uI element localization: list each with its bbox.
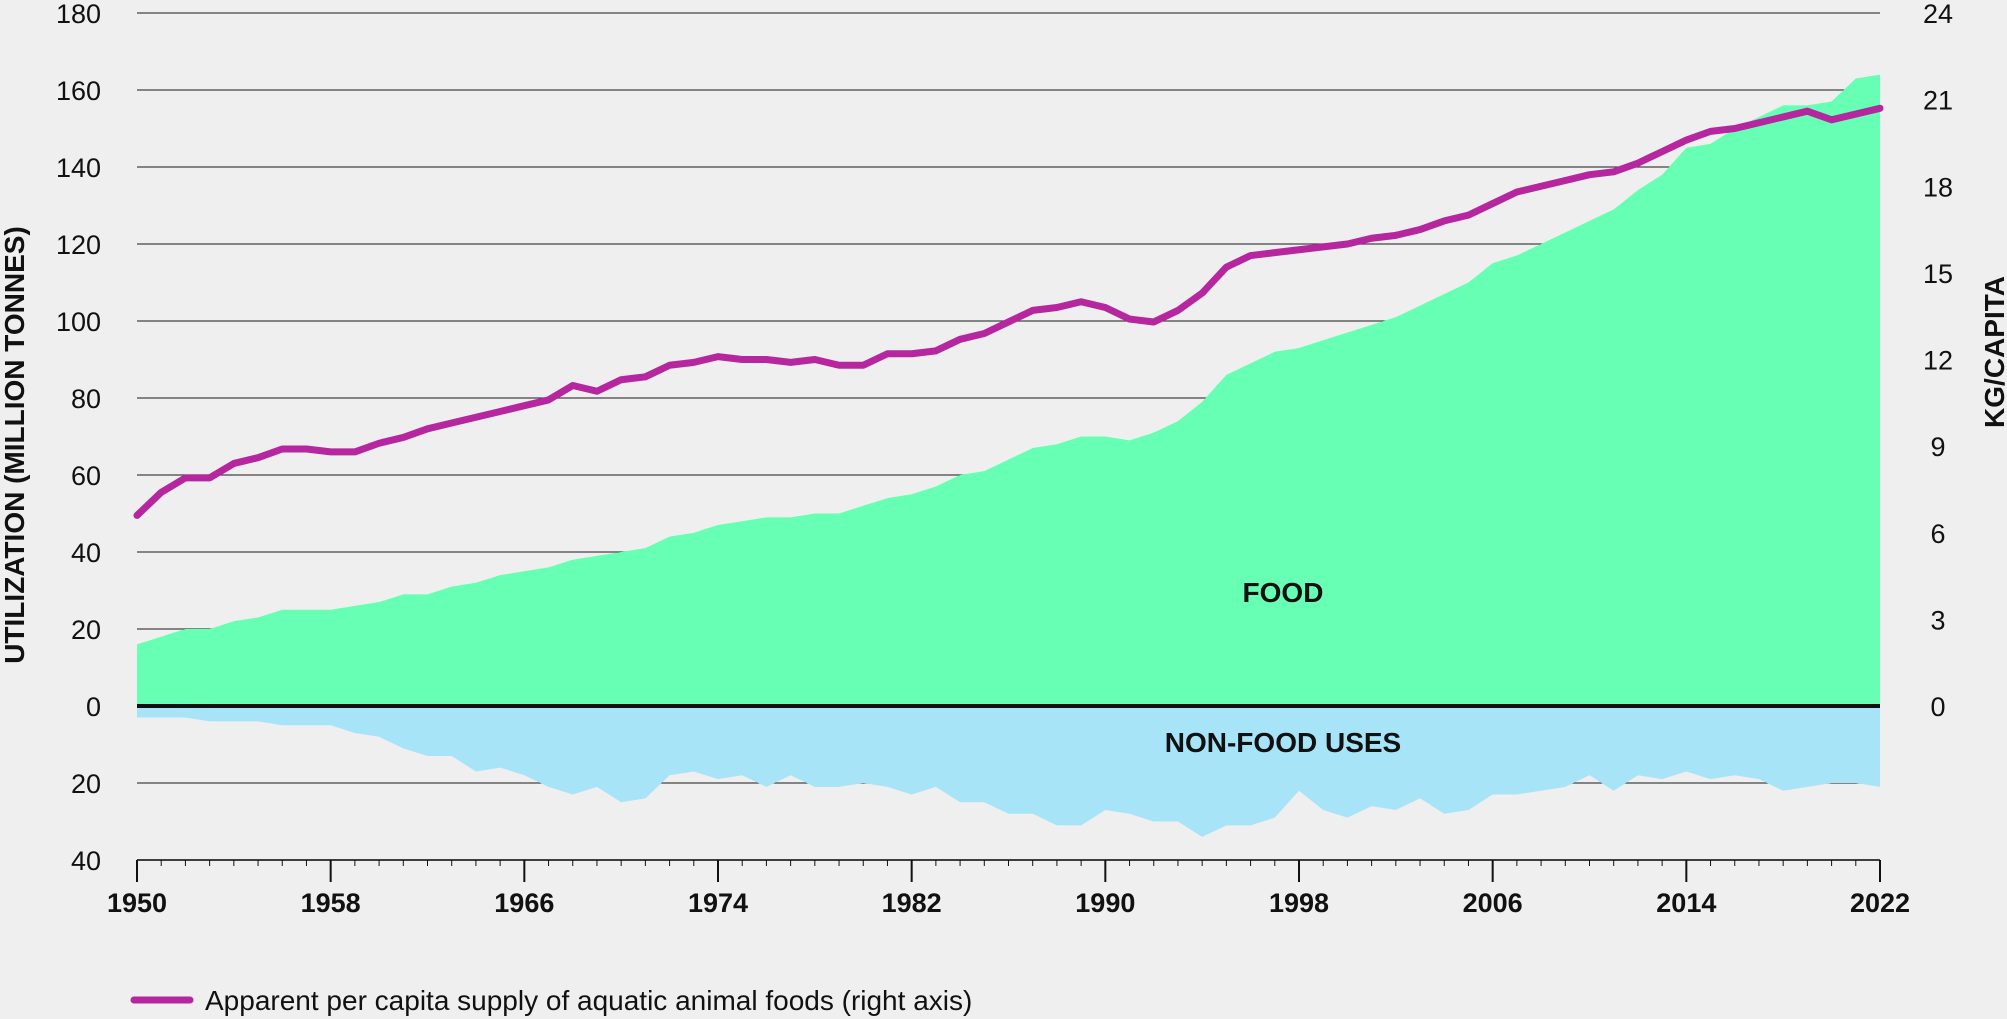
x-tick-label: 1958 xyxy=(301,888,361,918)
left-tick-label: 140 xyxy=(56,153,101,183)
right-tick-label: 24 xyxy=(1923,0,1953,29)
x-tick-label: 1966 xyxy=(494,888,554,918)
x-tick-label: 1974 xyxy=(688,888,748,918)
food-area xyxy=(137,74,1880,707)
right-tick-label: 3 xyxy=(1930,605,1945,635)
right-tick-label: 0 xyxy=(1930,692,1945,722)
x-tick-label: 1998 xyxy=(1269,888,1329,918)
left-tick-label: 120 xyxy=(56,230,101,260)
right-tick-label: 21 xyxy=(1923,86,1953,116)
left-tick-label: 60 xyxy=(71,461,101,491)
right-tick-label: 9 xyxy=(1930,432,1945,462)
right-y-axis-ticks: 0 3 6 9 12 15 18 21 24 xyxy=(1923,0,1953,722)
x-tick-label: 1950 xyxy=(107,888,167,918)
left-tick-label: 100 xyxy=(56,307,101,337)
left-tick-label: 180 xyxy=(56,0,101,29)
right-axis-title: KG/CAPITA xyxy=(1979,276,2007,428)
left-y-axis-ticks: 180 160 140 120 100 80 60 40 20 0 20 40 xyxy=(56,0,101,876)
right-tick-label: 6 xyxy=(1930,519,1945,549)
per-capita-supply-line xyxy=(133,104,1884,519)
x-axis: 1950 1958 1966 1974 1982 1990 1998 2006 2014 2022 xyxy=(107,859,1910,918)
left-tick-label: 20 xyxy=(71,615,101,645)
left-axis-title: UTILIZATION (MILLION TONNES) xyxy=(0,226,30,664)
x-tick-label: 2022 xyxy=(1850,888,1910,918)
food-area-label: FOOD xyxy=(1243,577,1324,608)
left-tick-label: 40 xyxy=(71,846,101,876)
x-tick-label: 2006 xyxy=(1463,888,1523,918)
left-tick-label: 20 xyxy=(71,769,101,799)
x-tick-label: 1990 xyxy=(1075,888,1135,918)
non-food-uses-area xyxy=(137,706,1880,837)
x-tick-label: 2014 xyxy=(1656,888,1716,918)
right-tick-label: 18 xyxy=(1923,172,1953,202)
legend-label: Apparent per capita supply of aquatic an… xyxy=(205,985,972,1016)
non-food-uses-label: NON-FOOD USES xyxy=(1165,727,1401,758)
left-tick-label: 0 xyxy=(86,692,101,722)
left-tick-label: 160 xyxy=(56,76,101,106)
left-tick-label: 80 xyxy=(71,384,101,414)
right-tick-label: 12 xyxy=(1923,346,1953,376)
left-tick-label: 40 xyxy=(71,538,101,568)
x-tick-label: 1982 xyxy=(882,888,942,918)
legend: Apparent per capita supply of aquatic an… xyxy=(130,985,972,1016)
right-tick-label: 15 xyxy=(1923,259,1953,289)
